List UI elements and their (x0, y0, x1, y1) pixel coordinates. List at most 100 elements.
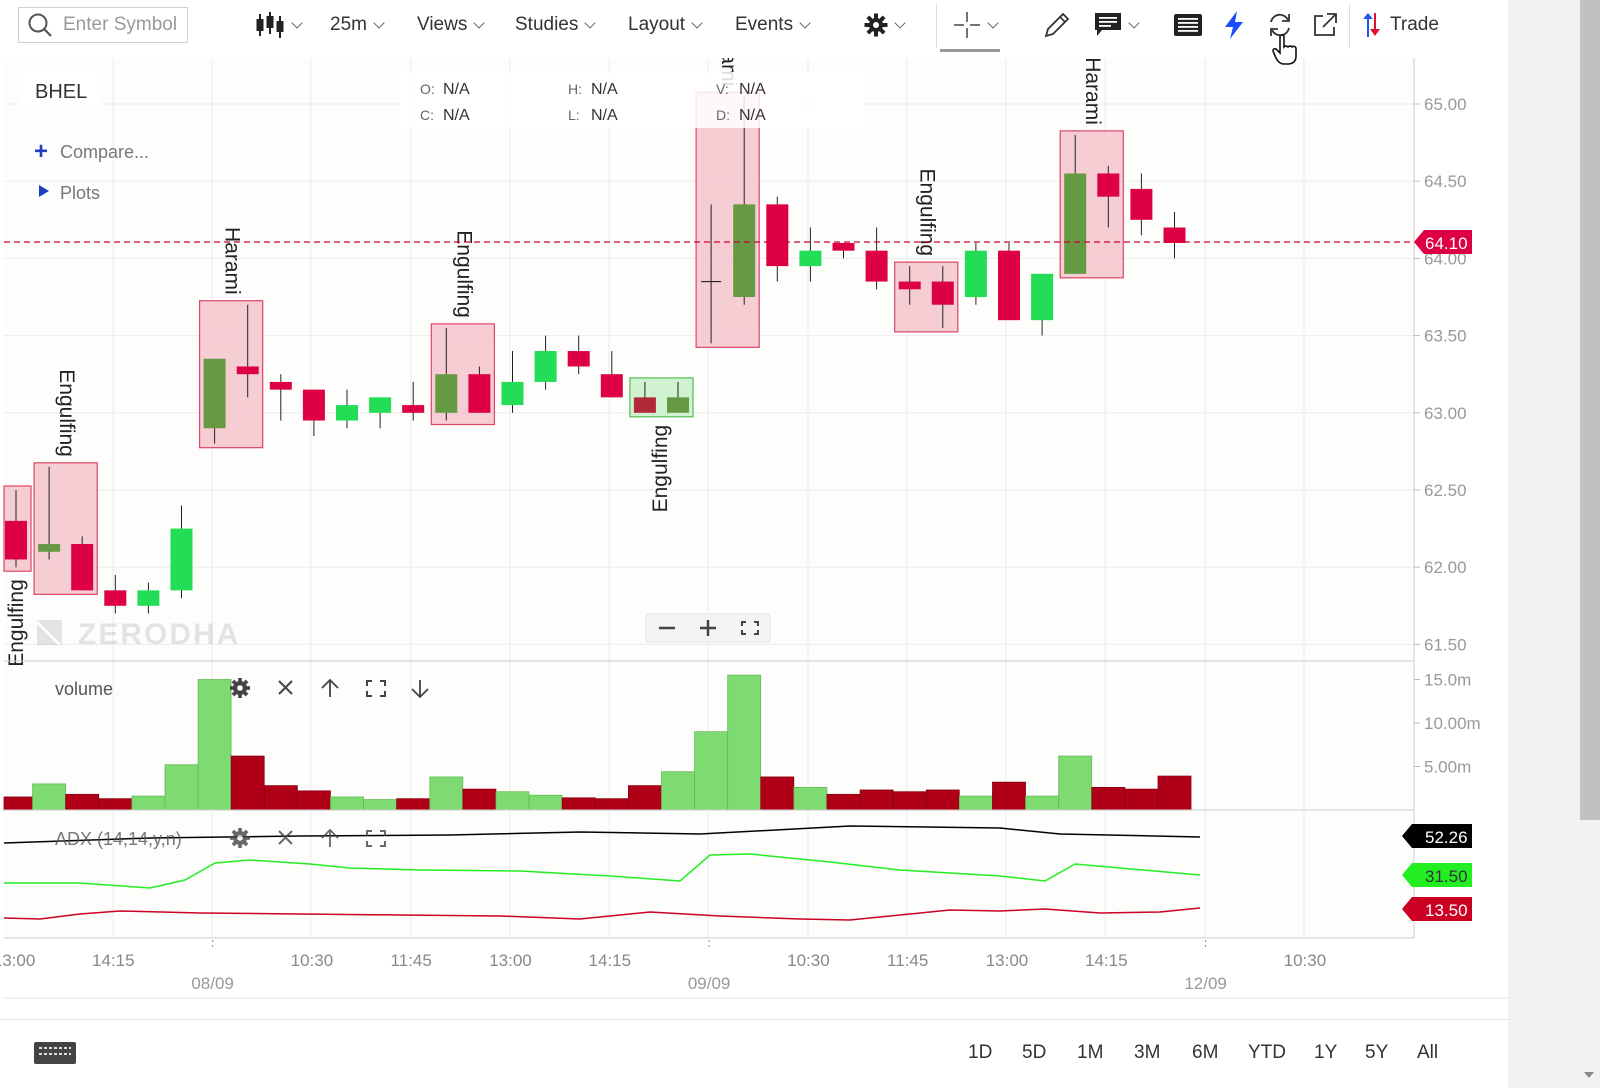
candle-body (71, 544, 94, 591)
keyboard-icon[interactable] (34, 1042, 76, 1064)
range-1d[interactable]: 1D (968, 1042, 993, 1063)
draw-button[interactable] (1042, 10, 1072, 40)
settings-button[interactable] (864, 10, 906, 40)
volume-close-button[interactable] (278, 680, 293, 695)
candle-body (733, 204, 756, 297)
candle-body (898, 281, 921, 290)
time-axis-label: 13:00 (0, 951, 35, 970)
adx-maximize-button[interactable] (366, 830, 386, 847)
plus-di-value: 31.50 (1425, 867, 1468, 886)
range-1m[interactable]: 1M (1077, 1042, 1104, 1063)
volume-bar (131, 795, 166, 811)
adx-settings-button[interactable] (230, 828, 250, 848)
caret-right-icon (39, 185, 49, 197)
time-axis-label: 13:00 (489, 951, 532, 970)
alerts-button[interactable] (1222, 10, 1246, 40)
plus-di-line (4, 853, 1201, 889)
page-scrollbar-thumb[interactable] (1580, 0, 1600, 820)
candle (71, 536, 94, 591)
volume-maximize-button[interactable] (366, 680, 386, 697)
chart-canvas[interactable]: Engulfing Engulfing Harami Engulfing Engulfi… (0, 58, 1508, 1019)
chevron-down-icon (473, 17, 486, 29)
price-axis-label: 62.00 (1424, 558, 1467, 577)
volume-bar (197, 679, 232, 811)
chevron-down-icon (987, 17, 999, 29)
volume-settings-button[interactable] (230, 678, 250, 698)
range-all[interactable]: All (1417, 1042, 1439, 1063)
candle-body (468, 374, 491, 413)
news-icon (1174, 14, 1202, 36)
popout-button[interactable] (1311, 10, 1339, 40)
candle-body (38, 544, 61, 552)
chart-area[interactable]: Engulfing Engulfing Harami Engulfing Engulfi… (0, 58, 1508, 1019)
crosshair-icon (954, 12, 980, 38)
events-menu[interactable]: Events (735, 10, 811, 40)
adx-move-up-button[interactable] (321, 828, 339, 847)
chart-type-button[interactable] (255, 10, 303, 40)
range-5d[interactable]: 5D (1022, 1042, 1047, 1063)
views-label: Views (417, 14, 468, 35)
lightning-icon (1225, 11, 1243, 39)
candle (501, 351, 524, 413)
candle (5, 490, 27, 568)
candle (931, 266, 954, 328)
candle (1064, 134, 1087, 274)
plots-toggle[interactable]: Plots (39, 183, 100, 203)
comment-button[interactable] (1094, 10, 1140, 40)
candle (302, 389, 325, 436)
crosshair-button[interactable] (953, 10, 999, 40)
pattern-label: Harami (1081, 58, 1104, 125)
date-axis-label: 09/09 (688, 974, 731, 993)
arrow-up-icon (321, 678, 339, 697)
symbol-search[interactable] (18, 7, 188, 43)
candle (766, 196, 789, 282)
candle (170, 505, 193, 599)
scroll-down-arrow-icon[interactable] (1584, 1072, 1594, 1078)
trade-button[interactable]: Trade (1360, 10, 1439, 40)
candle-body (1097, 173, 1120, 197)
news-button[interactable] (1173, 10, 1203, 40)
layout-menu[interactable]: Layout (628, 10, 703, 40)
volume-bar (330, 796, 364, 811)
volume-move-down-button[interactable] (411, 680, 429, 699)
fullscreen-button[interactable] (730, 615, 770, 641)
volume-bar (98, 798, 133, 811)
chevron-down-icon (291, 17, 303, 29)
candle (1031, 273, 1054, 336)
gear-icon (864, 13, 888, 37)
candle-body (964, 250, 987, 297)
events-label: Events (735, 14, 794, 35)
time-axis-label: 14:15 (589, 951, 632, 970)
adx-close-button[interactable] (278, 830, 293, 845)
chevron-down-icon (894, 17, 906, 29)
volume-bar (263, 785, 298, 811)
comment-icon (1095, 13, 1121, 36)
chevron-down-icon (373, 17, 385, 29)
interval-dropdown[interactable]: 25m (330, 10, 385, 40)
volume-legend-value: N/A (739, 81, 766, 98)
range-ytd[interactable]: YTD (1248, 1042, 1286, 1063)
compare-button[interactable]: + Compare... (34, 138, 149, 165)
range-6m[interactable]: 6M (1192, 1042, 1219, 1063)
volume-bar (3, 796, 38, 811)
studies-menu[interactable]: Studies (515, 10, 597, 40)
views-menu[interactable]: Views (417, 10, 486, 40)
range-3m[interactable]: 3M (1134, 1042, 1161, 1063)
gear-icon (230, 828, 250, 848)
search-input[interactable] (61, 13, 185, 37)
range-1y[interactable]: 1Y (1314, 1042, 1338, 1063)
date-axis-label: 12/09 (1184, 974, 1227, 993)
candle-body (170, 528, 193, 591)
candle (236, 304, 259, 398)
range-5y[interactable]: 5Y (1365, 1042, 1389, 1063)
volume-move-up-button[interactable] (321, 678, 339, 697)
adx-value-badge: 52.26 (1402, 824, 1472, 848)
pattern-label: Engulfing (5, 579, 28, 667)
date-label: D: (716, 107, 730, 123)
price-axis-label: 62.50 (1424, 481, 1467, 500)
candle-body (931, 281, 954, 305)
plus-di-badge: 31.50 (1402, 863, 1472, 887)
zoom-in-button[interactable] (689, 615, 729, 641)
candle-body (799, 250, 822, 267)
zoom-out-button[interactable] (647, 615, 687, 641)
